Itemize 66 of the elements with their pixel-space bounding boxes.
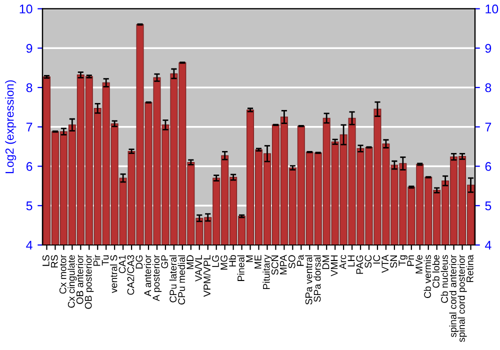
x-tick-label: VTA <box>382 254 388 273</box>
x-tick-label: MPA <box>280 254 287 274</box>
y-axis-title: Log2 (expression) <box>5 80 16 174</box>
x-tick-label: ventral S <box>110 255 118 294</box>
x-tick-label: A anterior <box>144 254 152 296</box>
x-tick-label: Pir <box>93 254 100 266</box>
x-tick-label: CA1 <box>118 255 126 274</box>
y-tick-label: 10 <box>20 4 32 14</box>
x-tick-label: Cb lobe <box>432 255 440 288</box>
y2-tick-label: 7 <box>485 122 492 132</box>
x-tick-label: Hb <box>228 255 236 266</box>
x-tick-label: DG <box>136 255 143 269</box>
x-tick-label: Tu <box>102 255 109 266</box>
y-tick-label: 6 <box>26 162 32 171</box>
x-tick-label: Pineal <box>237 255 244 281</box>
y2-tick-label: 6 <box>485 162 492 171</box>
x-tick-label: SPa ventral <box>305 255 312 305</box>
x-tick-label: OB posterior <box>84 254 94 309</box>
x-tick-label: Tg <box>398 255 408 266</box>
x-tick-label: IC <box>373 255 380 264</box>
x-tick-label: Pn <box>407 255 414 266</box>
x-tick-label: MG <box>220 255 228 270</box>
y2-tick-label: 8 <box>485 83 492 92</box>
y-tick-label: 9 <box>26 44 32 53</box>
x-tick-label: OB anterior <box>76 254 84 304</box>
x-tick-label: SN <box>390 256 398 268</box>
x-tick-label: GP <box>161 255 168 268</box>
y-tick-label: 7 <box>26 122 32 132</box>
x-tick-label: CPu lateral <box>169 255 177 302</box>
x-tick-label: spinal cord anterior <box>449 254 458 338</box>
x-tick-label: SCN <box>271 256 278 275</box>
x-tick-label: SO <box>288 255 296 268</box>
x-tick-label: ME <box>254 255 262 269</box>
y-tick-label: 5 <box>26 202 32 210</box>
x-tick-label: LH <box>348 256 355 266</box>
x-tick-label: M <box>246 256 253 262</box>
y2-tick-label: 5 <box>485 202 492 210</box>
x-tick-label: VMH <box>330 256 338 276</box>
x-tick-label: DM <box>322 256 330 270</box>
x-tick-label: LS <box>42 255 50 266</box>
x-tick-label: VA/VL <box>194 255 202 282</box>
y2-tick-label: 4 <box>485 240 492 250</box>
x-tick-label: LG <box>212 255 219 267</box>
y2-tick-label: 10 <box>486 4 498 14</box>
y-tick-label: 8 <box>26 83 32 92</box>
x-tick-label: PAG <box>356 255 364 274</box>
x-tick-label: Pituitary <box>262 254 272 290</box>
x-tick-label: A posterior <box>152 254 162 302</box>
y-tick-label: 4 <box>26 240 32 250</box>
x-tick-label: Cb vermis <box>424 255 431 298</box>
x-tick-label: Arc <box>339 254 346 270</box>
x-tick-label: Cx motor <box>59 254 66 294</box>
x-tick-label: SPa dorsal <box>314 255 321 302</box>
x-tick-label: CPu medial <box>178 255 186 304</box>
x-tick-label: VPM/VPL <box>203 255 210 297</box>
x-tick-label: MVe <box>416 255 422 274</box>
x-tick-label: MD <box>186 255 194 270</box>
x-tick-label: Cx cingulate <box>68 255 77 308</box>
x-tick-label: Retina <box>466 254 474 282</box>
x-tick-label: CA2/CA3 <box>127 255 134 295</box>
x-tick-label: spinal cord posterior <box>458 254 467 342</box>
x-tick-label: RS <box>50 255 58 268</box>
x-tick-label: Pa <box>296 254 304 266</box>
x-tick-label: Cb nucleus <box>440 255 448 303</box>
y2-tick-label: 9 <box>485 44 492 53</box>
x-tick-label: SC <box>364 255 372 268</box>
